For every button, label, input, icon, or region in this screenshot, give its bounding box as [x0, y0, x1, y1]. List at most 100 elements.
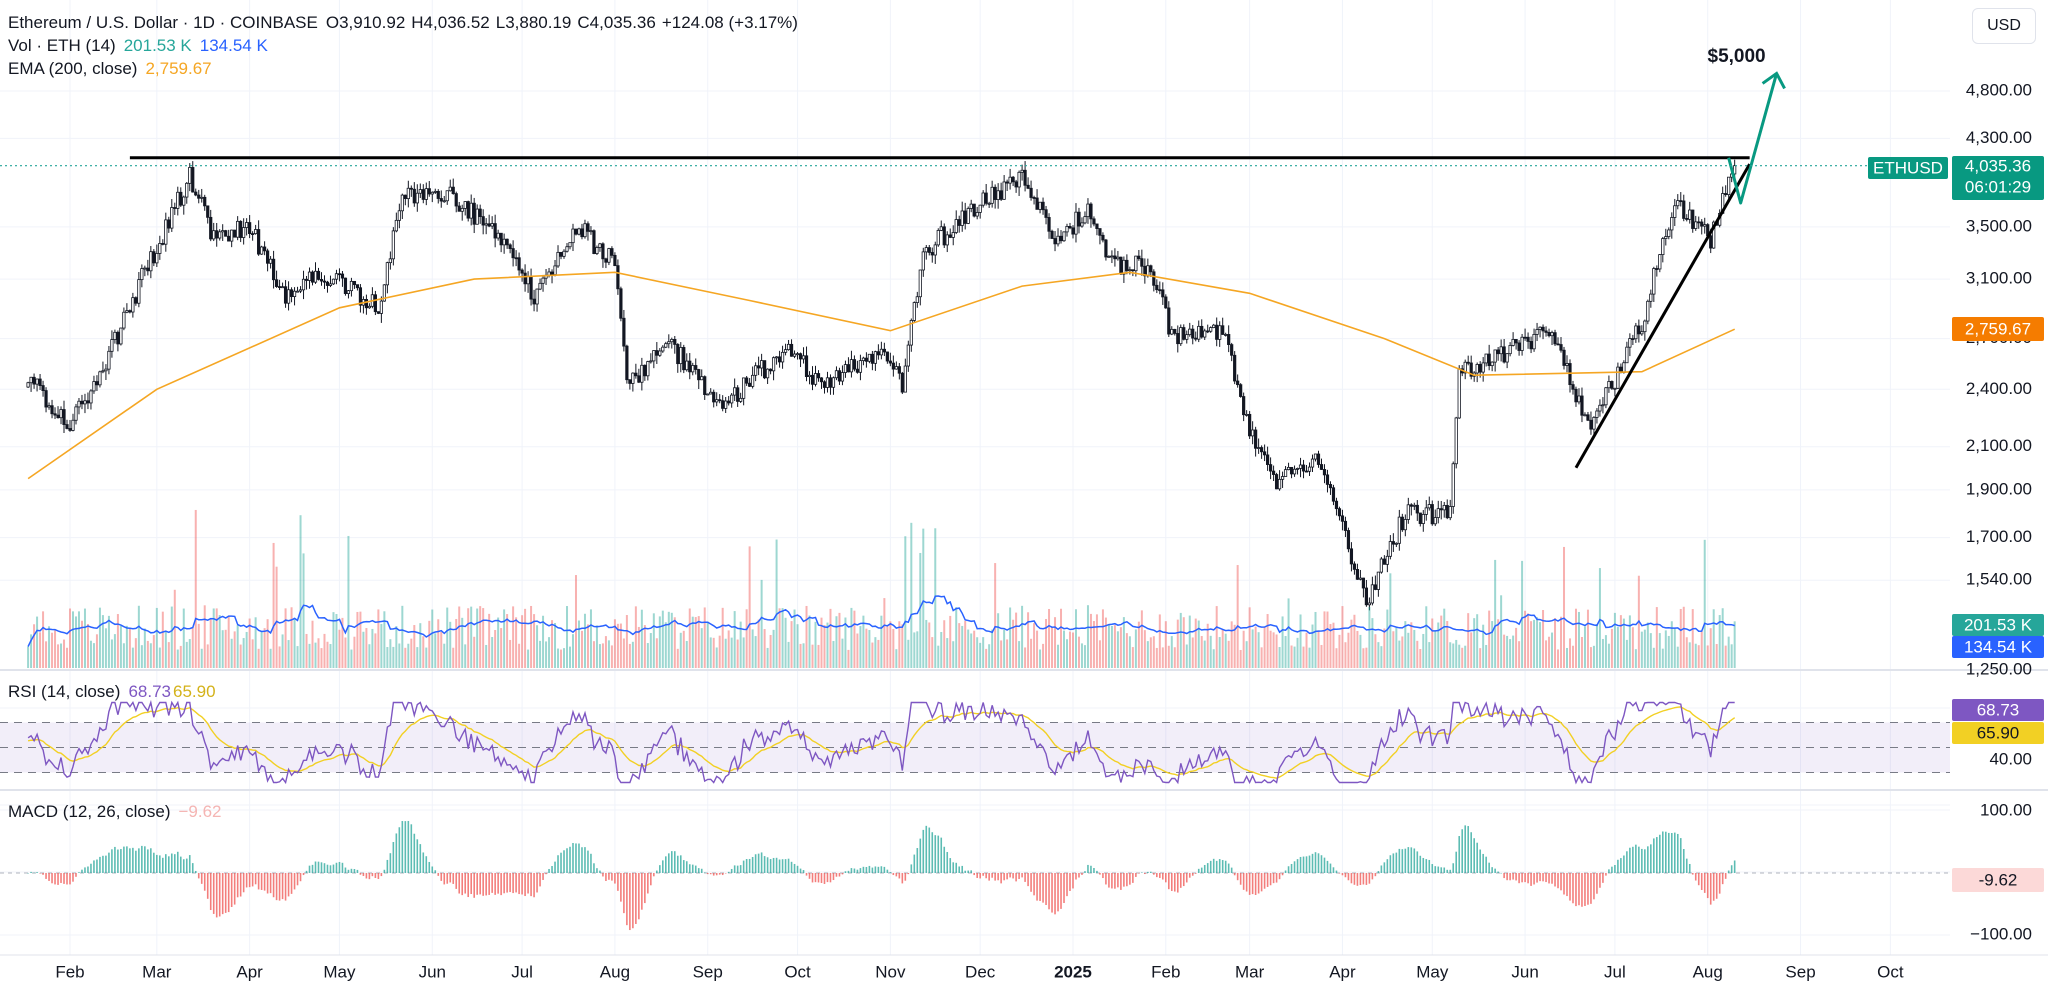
volume-bar [422, 636, 425, 668]
candle-down [1523, 336, 1527, 339]
candle-up [1652, 268, 1656, 295]
candle-up [379, 300, 383, 314]
candle-down [1236, 380, 1240, 386]
macd-bar-negative [820, 873, 823, 883]
volume-bar [1494, 559, 1497, 668]
candle-up [230, 229, 234, 242]
ohlc-close: C4,035.36 [577, 13, 656, 32]
macd-bar-positive [1458, 836, 1461, 873]
candle-up [1565, 363, 1569, 366]
macd-bar-negative [1593, 873, 1595, 900]
macd-bar-negative [1572, 873, 1574, 904]
candle-up [1649, 293, 1653, 302]
volume-bar [1464, 645, 1467, 668]
macd-bar-positive [78, 872, 80, 873]
rsi-legend[interactable]: RSI (14, close) 68.73 65.90 [8, 681, 224, 703]
volume-bar [1245, 641, 1248, 668]
macd-bar-negative [635, 873, 637, 924]
macd-bar-positive [662, 860, 664, 873]
macd-bar-positive [126, 846, 128, 873]
candle-up [1062, 231, 1066, 242]
candle-down [855, 368, 860, 373]
macd-bar-positive [1476, 842, 1478, 873]
candle-down [1092, 218, 1096, 225]
macd-bar-positive [682, 860, 685, 873]
macd-legend[interactable]: MACD (12, 26, close) −9.62 [8, 801, 230, 823]
volume-bar [116, 614, 119, 668]
volume-bar [910, 522, 913, 668]
ema-badge: 2,759.67 [1952, 317, 2044, 341]
macd-bar-negative [1033, 873, 1035, 896]
candle-up [1251, 429, 1255, 437]
macd-bar-negative [75, 873, 77, 877]
volume-bar [1706, 645, 1709, 668]
macd-bar-negative [1691, 873, 1694, 875]
volume-bar [218, 615, 221, 668]
candle-up [861, 357, 866, 362]
macd-bar-negative [1048, 873, 1050, 910]
volume-bar [1640, 631, 1643, 668]
volume-bar [1155, 647, 1158, 668]
volume-bar [1589, 647, 1592, 668]
candle-up [286, 289, 291, 304]
volume-bar [568, 646, 571, 668]
candle-down [1445, 504, 1449, 519]
volume-bar [1374, 634, 1377, 668]
currency-button[interactable]: USD [1972, 8, 2036, 44]
macd-bar-negative [1239, 873, 1242, 885]
volume-bar [224, 629, 227, 668]
macd-bar-negative [479, 873, 481, 895]
candle-down [1364, 587, 1369, 606]
candle-down [1655, 268, 1659, 270]
candle-up [502, 238, 506, 246]
candle-down [876, 351, 880, 356]
volume-bar [1287, 598, 1290, 668]
volume-value: 201.53 K [123, 36, 192, 55]
volume-bar [221, 630, 224, 668]
volume-bar [1329, 624, 1332, 668]
volume-legend[interactable]: Vol · ETH (14) 201.53 K 134.54 K [8, 35, 276, 57]
candle-down [322, 280, 327, 283]
macd-bar-negative [898, 873, 901, 879]
candle-up [1577, 395, 1581, 403]
candle-up [978, 204, 982, 213]
macd-bar-positive [182, 859, 185, 873]
macd-bar-negative [1191, 873, 1194, 876]
candle-up [1224, 334, 1228, 336]
volume-bar [1278, 647, 1281, 668]
price-axis-label: 1,700.00 [1966, 527, 2032, 546]
macd-bar-positive [775, 857, 778, 873]
macd-bar-positive [802, 870, 805, 873]
macd-bar-negative [1341, 873, 1344, 876]
macd-bar-positive [1673, 832, 1676, 873]
volume-badge: 201.53 K [1952, 614, 2044, 636]
candle-up [1688, 209, 1692, 220]
candle-up [739, 397, 743, 402]
candle-up [1625, 346, 1629, 364]
volume-bar [1631, 627, 1634, 668]
macd-bar-positive [1653, 838, 1655, 873]
candle-down [1415, 504, 1419, 514]
candle-up [679, 347, 683, 365]
volume-bar [1152, 636, 1155, 668]
candle-down [304, 278, 309, 281]
volume-bar [1095, 614, 1098, 668]
macd-bar-positive [1290, 863, 1293, 873]
volume-bar [1086, 605, 1089, 668]
volume-bar [1398, 640, 1401, 668]
ema-legend[interactable]: EMA (200, close) 2,759.67 [8, 58, 220, 80]
ema-badge-text: 2,759.67 [1965, 319, 2031, 338]
macd-bar-negative [1524, 873, 1526, 883]
macd-bar-negative [54, 873, 56, 885]
volume-bar [673, 617, 676, 668]
candle-up [221, 230, 225, 233]
macd-bar-negative [1518, 873, 1520, 884]
macd-bar-negative [1108, 873, 1110, 888]
volume-bar [48, 626, 51, 668]
candle-down [891, 362, 895, 370]
candle-down [745, 377, 749, 384]
macd-bar-negative [45, 873, 47, 879]
macd-bar-negative [611, 873, 613, 881]
macd-bar-positive [129, 848, 131, 873]
